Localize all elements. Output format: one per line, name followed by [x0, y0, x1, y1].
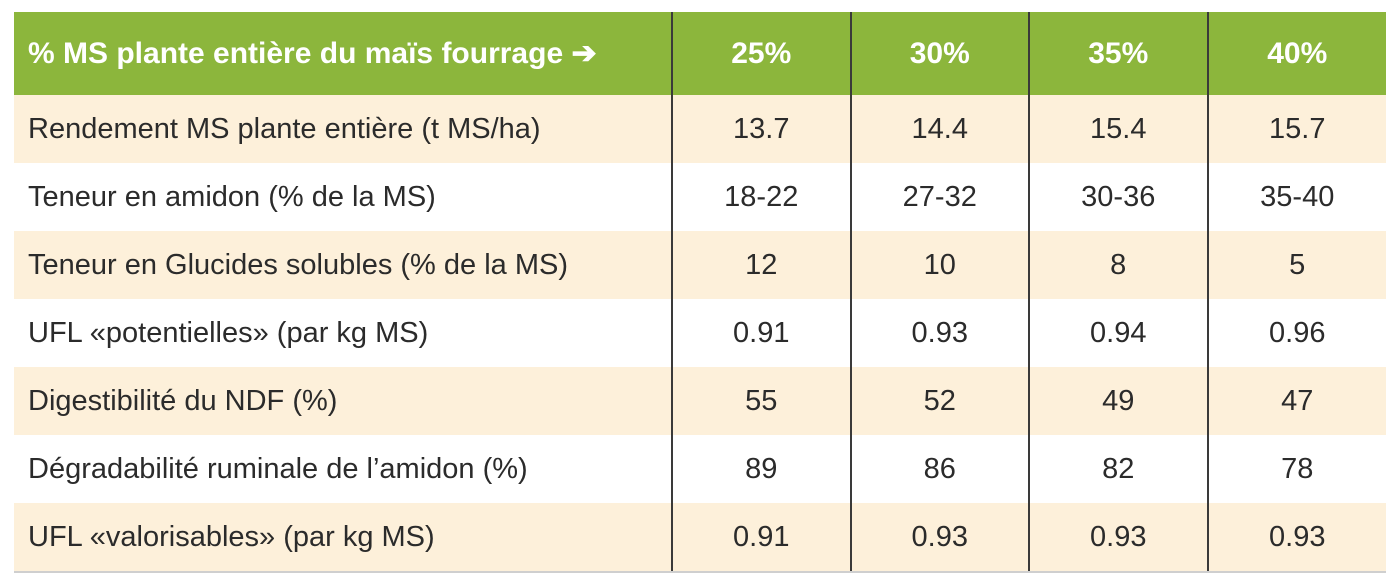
value-cell: 47: [1206, 367, 1386, 435]
table-row: UFL «valorisables» (par kg MS) 0.91 0.93 0.…: [14, 503, 1386, 573]
row-label: Rendement MS plante entière (t MS/ha): [14, 95, 672, 163]
value-cell: 0.93: [1206, 503, 1386, 573]
value-cell: 13.7: [671, 95, 851, 163]
table-body: Rendement MS plante entière (t MS/ha) 13.…: [14, 95, 1386, 573]
header-cell: 40%: [1206, 12, 1386, 95]
table-row: Digestibilité du NDF (%) 55 52 49 47: [14, 367, 1386, 435]
value-cell: 15.7: [1206, 95, 1386, 163]
data-table: % MS plante entière du maïs fourrage ➔ 25…: [14, 12, 1386, 573]
value-cell: 14.4: [849, 95, 1029, 163]
value-cell: 0.93: [849, 299, 1029, 367]
header-cell: 25%: [671, 12, 851, 95]
header-cell: 30%: [849, 12, 1029, 95]
table-row: Teneur en Glucides solubles (% de la MS)…: [14, 231, 1386, 299]
value-cell: 78: [1206, 435, 1386, 503]
value-cell: 5: [1206, 231, 1386, 299]
row-label: Teneur en amidon (% de la MS): [14, 163, 672, 231]
header-cell: % MS plante entière du maïs fourrage ➔: [14, 12, 672, 95]
value-cell: 0.94: [1028, 299, 1208, 367]
value-cell: 18-22: [671, 163, 851, 231]
value-cell: 15.4: [1028, 95, 1208, 163]
value-cell: 35-40: [1206, 163, 1386, 231]
value-cell: 49: [1028, 367, 1208, 435]
row-label: Dégradabilité ruminale de l’amidon (%): [14, 435, 672, 503]
value-cell: 0.91: [671, 299, 851, 367]
value-cell: 10: [849, 231, 1029, 299]
value-cell: 0.93: [849, 503, 1029, 573]
value-cell: 0.96: [1206, 299, 1386, 367]
value-cell: 8: [1028, 231, 1208, 299]
value-cell: 89: [671, 435, 851, 503]
value-cell: 0.93: [1028, 503, 1208, 573]
value-cell: 12: [671, 231, 851, 299]
value-cell: 52: [849, 367, 1029, 435]
value-cell: 0.91: [671, 503, 851, 573]
value-cell: 55: [671, 367, 851, 435]
row-label: Digestibilité du NDF (%): [14, 367, 672, 435]
table-row: Teneur en amidon (% de la MS) 18-22 27-32 3…: [14, 163, 1386, 231]
table-row: UFL «potentielles» (par kg MS) 0.91 0.93 0.…: [14, 299, 1386, 367]
value-cell: 27-32: [849, 163, 1029, 231]
header-row: % MS plante entière du maïs fourrage ➔ 25…: [14, 12, 1386, 95]
header-cell: 35%: [1028, 12, 1208, 95]
row-label: UFL «valorisables» (par kg MS): [14, 503, 672, 573]
value-cell: 30-36: [1028, 163, 1208, 231]
row-label: UFL «potentielles» (par kg MS): [14, 299, 672, 367]
row-label: Teneur en Glucides solubles (% de la MS): [14, 231, 672, 299]
value-cell: 82: [1028, 435, 1208, 503]
value-cell: 86: [849, 435, 1029, 503]
table-row: Dégradabilité ruminale de l’amidon (%) 89…: [14, 435, 1386, 503]
table-row: Rendement MS plante entière (t MS/ha) 13.…: [14, 95, 1386, 163]
